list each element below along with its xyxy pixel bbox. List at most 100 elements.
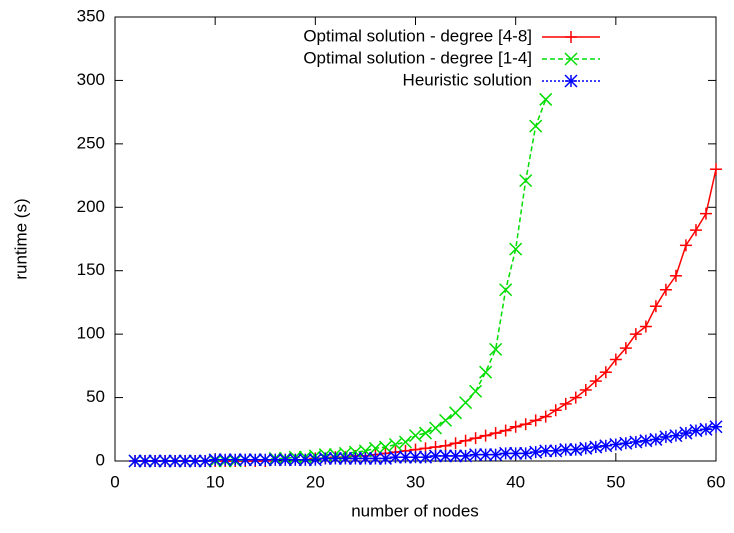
marker — [509, 420, 522, 433]
marker — [429, 449, 443, 463]
marker — [609, 437, 623, 452]
legend-label: Optimal solution - degree [4-8] — [303, 26, 532, 45]
marker — [248, 453, 262, 467]
marker — [439, 449, 453, 463]
marker — [449, 437, 462, 450]
marker — [449, 449, 463, 463]
marker — [338, 451, 352, 465]
marker — [559, 443, 573, 457]
marker — [659, 283, 672, 296]
marker — [208, 453, 222, 467]
series-line — [135, 169, 717, 462]
marker — [469, 432, 482, 445]
marker — [539, 444, 553, 458]
marker — [218, 453, 232, 467]
legend-label: Optimal solution - degree [1-4] — [303, 48, 532, 67]
marker — [709, 420, 723, 434]
marker — [564, 74, 578, 88]
marker — [368, 451, 382, 465]
y-tick-label: 50 — [86, 387, 105, 406]
marker — [579, 383, 592, 396]
legend-label: Heuristic solution — [403, 70, 532, 89]
marker — [564, 52, 578, 66]
marker — [589, 375, 602, 388]
y-tick-label: 200 — [77, 197, 105, 216]
marker — [328, 451, 342, 465]
marker — [565, 31, 577, 43]
marker — [519, 418, 532, 431]
marker — [699, 207, 712, 220]
marker — [238, 453, 252, 467]
x-tick-label: 50 — [606, 472, 625, 491]
marker — [459, 434, 472, 447]
marker — [388, 437, 402, 452]
marker — [529, 414, 542, 427]
marker — [388, 450, 402, 464]
marker — [439, 413, 453, 427]
marker — [398, 435, 413, 449]
marker — [559, 397, 572, 410]
y-tick-label: 100 — [77, 324, 105, 343]
marker — [710, 163, 722, 176]
y-axis-label: runtime (s) — [11, 198, 30, 279]
marker — [408, 429, 423, 443]
marker — [479, 365, 493, 379]
marker — [649, 300, 662, 313]
marker — [469, 384, 483, 398]
marker — [228, 453, 242, 467]
marker — [549, 404, 562, 417]
marker — [539, 410, 552, 423]
marker — [418, 426, 433, 440]
marker — [268, 453, 282, 467]
series-line — [135, 99, 547, 462]
x-tick-label: 0 — [110, 472, 119, 491]
marker — [639, 320, 652, 333]
marker — [499, 446, 513, 460]
marker — [258, 453, 272, 467]
marker — [469, 448, 483, 462]
marker — [619, 342, 632, 355]
x-axis-label: number of nodes — [351, 501, 479, 520]
marker — [378, 440, 392, 454]
marker — [689, 224, 702, 237]
marker — [128, 454, 142, 468]
marker — [489, 342, 503, 356]
marker — [288, 453, 302, 467]
marker — [178, 454, 192, 468]
marker — [519, 174, 533, 188]
marker — [509, 242, 523, 256]
y-tick-label: 0 — [96, 450, 105, 469]
marker — [168, 454, 182, 468]
marker — [278, 453, 292, 467]
marker — [669, 269, 682, 282]
marker — [348, 451, 362, 465]
marker — [148, 454, 162, 468]
y-tick-label: 350 — [77, 6, 105, 25]
marker — [459, 396, 473, 410]
marker — [539, 92, 553, 106]
x-tick-label: 20 — [306, 472, 325, 491]
y-tick-label: 250 — [77, 133, 105, 152]
y-tick-label: 300 — [77, 70, 105, 89]
x-tick-label: 30 — [406, 472, 425, 491]
y-tick-label: 150 — [77, 260, 105, 279]
marker — [449, 406, 463, 420]
x-tick-label: 40 — [506, 472, 525, 491]
marker — [358, 451, 372, 465]
marker — [599, 366, 612, 379]
marker — [489, 427, 502, 440]
marker — [629, 328, 642, 341]
marker — [649, 432, 663, 446]
marker — [298, 453, 312, 467]
marker — [569, 443, 583, 457]
marker — [699, 422, 713, 436]
marker — [188, 454, 202, 468]
x-tick-label: 60 — [707, 472, 726, 491]
marker — [408, 450, 423, 464]
marker — [679, 239, 692, 252]
marker — [318, 451, 332, 465]
marker — [398, 450, 413, 464]
marker — [609, 353, 622, 366]
marker — [679, 426, 693, 440]
